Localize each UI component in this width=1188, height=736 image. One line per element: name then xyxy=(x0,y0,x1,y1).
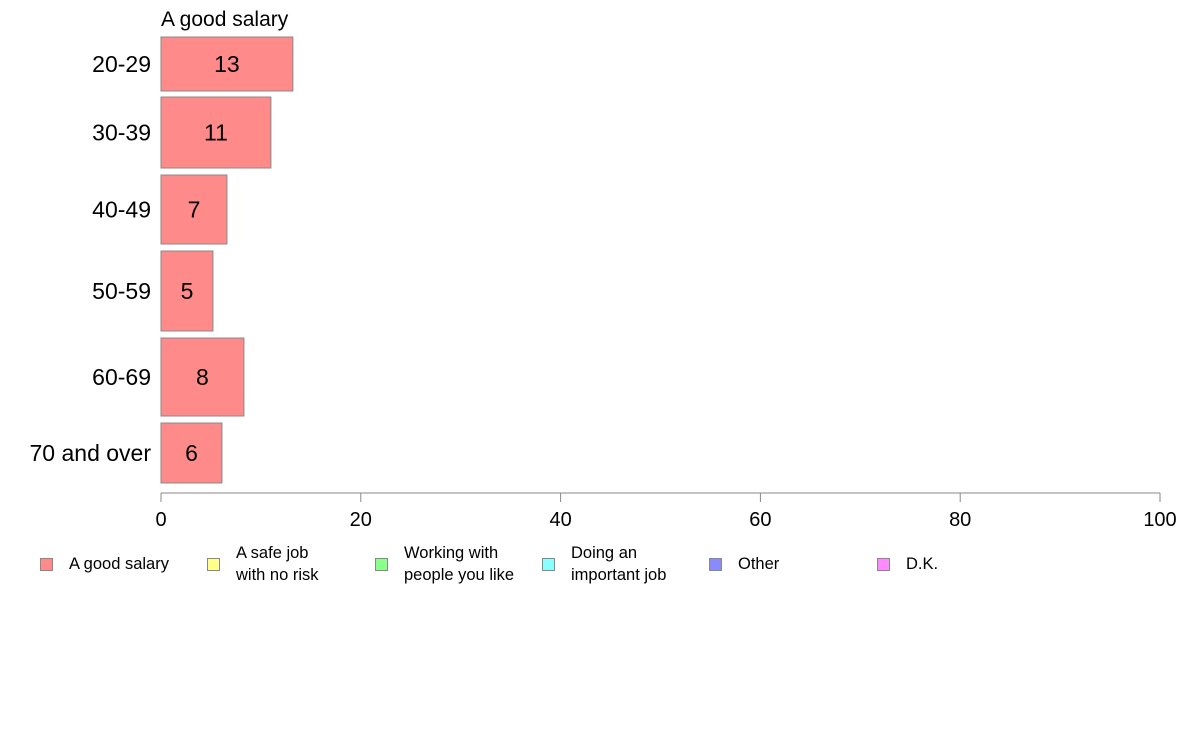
legend-item: A safe job with no risk xyxy=(207,542,319,586)
legend-swatch xyxy=(375,557,388,571)
bar-chart: A good salary 13 20-29 11 30-39 7 40-49 5 50-59… xyxy=(30,8,1177,531)
bar-40-49 xyxy=(160,174,228,245)
legend-label: Other xyxy=(738,555,780,573)
x-tick-label: 100 xyxy=(1143,509,1176,531)
category-label: 50-59 xyxy=(92,278,151,304)
category-label: 60-69 xyxy=(92,364,151,390)
bar-value-label: 5 xyxy=(181,278,194,304)
legend-label: D.K. xyxy=(906,555,939,573)
bar-20-29 xyxy=(160,36,294,92)
bar-70-and-over xyxy=(160,422,223,484)
category-label: 40-49 xyxy=(92,197,151,223)
legend-label: A good salary xyxy=(69,555,169,573)
legend-label: Working with people you like xyxy=(404,544,515,584)
legend-item: A good salary xyxy=(40,542,169,586)
x-tick-label: 0 xyxy=(155,509,166,531)
bar-50-59 xyxy=(160,250,214,332)
category-label: 30-39 xyxy=(92,120,151,146)
category-label: 70 and over xyxy=(30,440,152,466)
legend-label: Doing an important job xyxy=(571,544,667,584)
legend-swatch xyxy=(207,557,220,571)
legend-item: D.K. xyxy=(877,542,938,586)
bar-30-39 xyxy=(160,96,272,169)
legend-swatch xyxy=(542,557,555,571)
legend: A good salary A safe job with no risk Work… xyxy=(0,542,1188,592)
legend-item: Working with people you like xyxy=(375,542,514,586)
bar-value-label: 8 xyxy=(196,364,209,390)
bar-value-label: 6 xyxy=(185,440,198,466)
bar-value-label: 11 xyxy=(204,120,228,146)
x-tick-label: 20 xyxy=(350,509,372,531)
legend-label: A safe job with no risk xyxy=(236,544,319,584)
chart-title: A good salary xyxy=(161,8,289,31)
bar-value-label: 13 xyxy=(214,51,240,77)
bar-60-69 xyxy=(160,337,245,417)
category-label: 20-29 xyxy=(92,51,151,77)
legend-swatch xyxy=(40,557,53,571)
legend-item: Doing an important job xyxy=(542,542,666,586)
x-tick-label: 40 xyxy=(549,509,571,531)
x-tick-label: 80 xyxy=(949,509,971,531)
legend-swatch xyxy=(877,557,890,571)
x-tick-label: 60 xyxy=(749,509,771,531)
legend-swatch xyxy=(709,557,722,571)
bar-value-label: 7 xyxy=(188,197,201,223)
legend-item: Other xyxy=(709,542,779,586)
